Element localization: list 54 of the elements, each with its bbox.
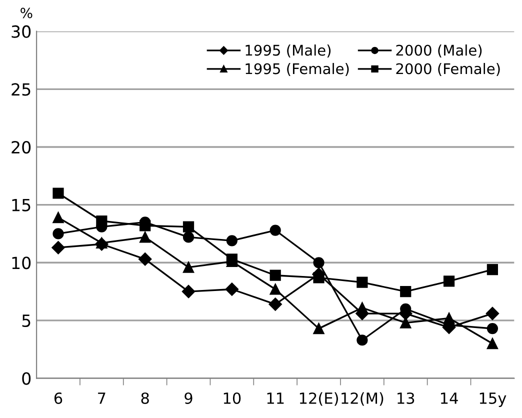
y-tick-label: 25	[12, 83, 30, 96]
y-tick-label: 0	[22, 372, 31, 385]
y-tick-label: 5	[22, 314, 30, 328]
x-tick-label: 12(M)	[342, 392, 384, 406]
point	[486, 323, 498, 334]
point	[182, 221, 194, 232]
point	[138, 252, 152, 266]
legend-label: 2000 (Female)	[396, 62, 500, 76]
point	[486, 264, 498, 276]
x-tick-label: 15y	[480, 392, 506, 407]
point	[225, 282, 239, 296]
point	[52, 212, 64, 224]
x-tick-label: 11	[267, 392, 284, 404]
point	[356, 276, 368, 288]
point	[140, 220, 151, 232]
y-axis-title: %	[20, 8, 32, 18]
point	[182, 262, 194, 273]
x-tick-label: 13	[398, 392, 414, 404]
point	[182, 232, 194, 243]
point	[400, 286, 412, 298]
legend-label: 2000 (Male)	[396, 44, 482, 58]
x-tick-label: 8	[141, 392, 149, 404]
x-tick-label: 6	[54, 392, 62, 404]
point	[443, 276, 455, 287]
point	[313, 323, 324, 334]
point	[486, 306, 500, 320]
legend-label: 1995 (Female)	[246, 62, 349, 76]
y-tick-label: 10	[12, 256, 31, 270]
y-tick-label: 30	[12, 25, 31, 38]
point	[52, 228, 64, 240]
point	[226, 254, 238, 265]
point	[52, 188, 64, 199]
point	[356, 334, 368, 346]
y-tick-label: 20	[12, 140, 31, 154]
point	[270, 284, 281, 295]
x-tick-label: 10	[224, 392, 241, 404]
point	[52, 241, 65, 254]
point	[270, 224, 281, 236]
x-tick-label: 9	[184, 392, 192, 404]
point	[226, 235, 238, 246]
x-tick-label: 12(E)	[300, 392, 338, 406]
point	[313, 257, 324, 268]
point	[356, 302, 368, 314]
legend-label: 1995 (Male)	[246, 44, 331, 58]
point	[140, 232, 151, 243]
point	[268, 298, 282, 311]
x-tick-label: 7	[98, 392, 106, 404]
point	[486, 338, 498, 350]
point	[182, 284, 196, 298]
point	[270, 270, 281, 281]
point	[96, 215, 108, 227]
point	[313, 272, 324, 284]
x-tick-label: 14	[440, 392, 458, 404]
y-tick-label: 15	[12, 199, 30, 212]
